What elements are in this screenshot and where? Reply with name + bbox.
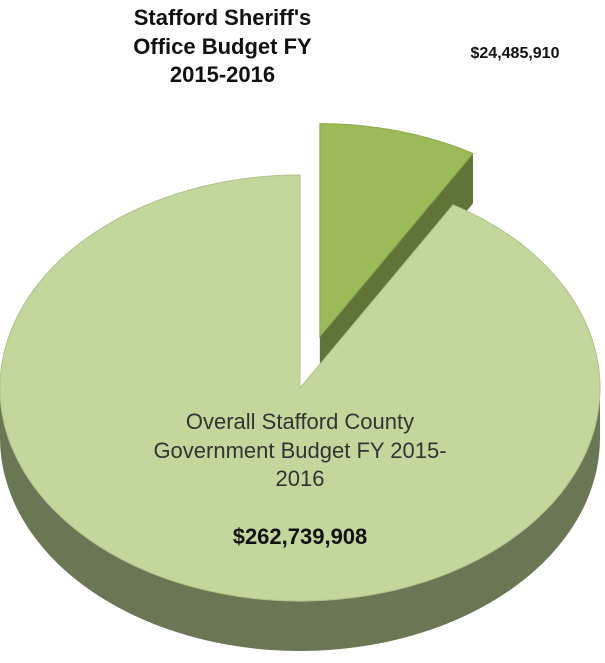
value-label: $262,739,908 [232,524,368,549]
pie-slice [0,174,601,602]
pie-side [0,388,600,651]
pie-slice [319,123,474,339]
value-label: $24,485,910 [470,45,560,62]
slice-label: Stafford Sheriff's Office Budget FY 2015… [133,5,312,88]
slice-label: Overall Stafford County Government Budge… [153,409,447,492]
